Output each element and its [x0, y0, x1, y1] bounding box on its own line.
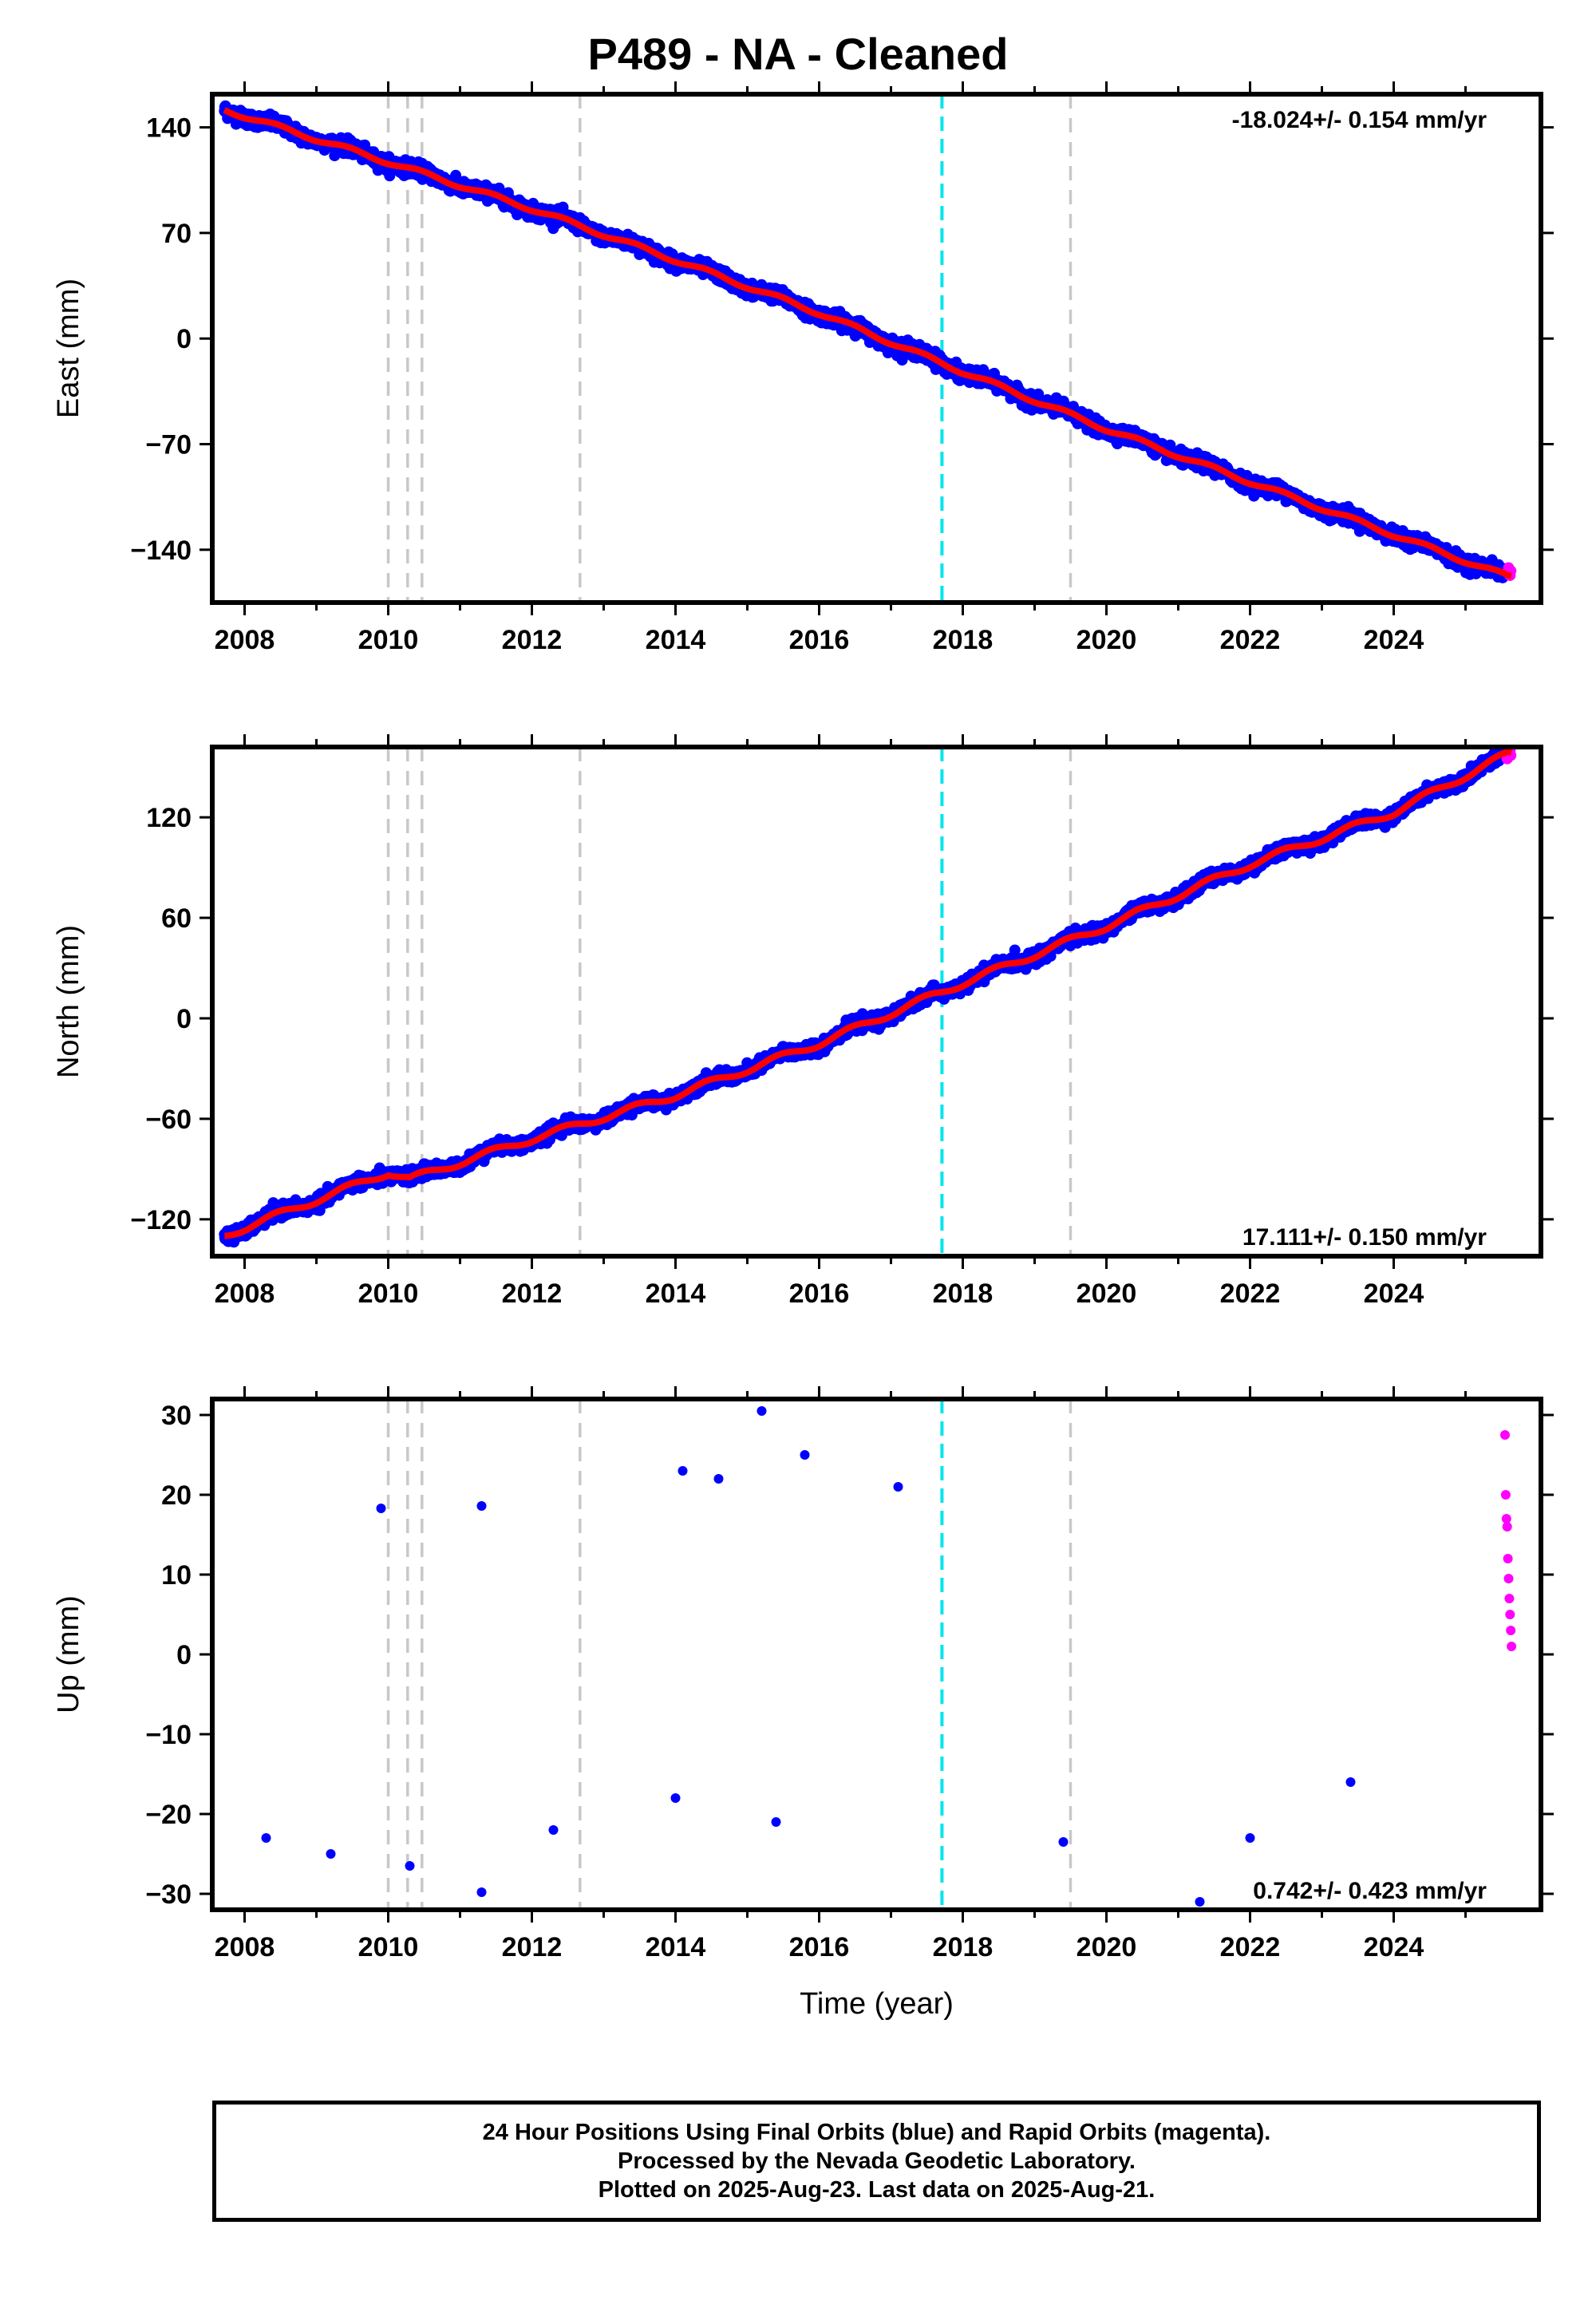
east-rate-label: -18.024+/- 0.154 mm/yr — [1232, 107, 1487, 133]
x-tick-label: 2008 — [215, 625, 275, 655]
y-tick-label: 70 — [161, 219, 192, 249]
east-y-axis-label: East (mm) — [52, 279, 85, 418]
x-tick-label: 2012 — [502, 625, 563, 655]
y-tick-label: 0 — [176, 324, 192, 354]
x-tick-label: 2014 — [646, 625, 706, 655]
x-tick-label: 2020 — [1077, 625, 1137, 655]
east-panel: 2008 2010 2012 2014 2016 2018 2020 2022 2024 140 7… — [52, 81, 1554, 655]
north-plot-area — [219, 745, 1516, 1256]
y-tick-label: −140 — [130, 536, 192, 566]
north-panel: 2008 2010 2012 2014 2016 2018 2020 2022 20241206… — [52, 734, 1554, 1309]
x-tick-label: 2016 — [789, 625, 850, 655]
east-plot-area — [219, 94, 1516, 603]
x-tick-label: 2018 — [933, 625, 994, 655]
x-tick-label: 2010 — [358, 625, 419, 655]
y-tick-label: −70 — [145, 430, 192, 460]
x-tick-label: 2022 — [1220, 625, 1281, 655]
y-tick-label: 140 — [146, 113, 192, 144]
x-tick-label: 2024 — [1364, 625, 1424, 655]
